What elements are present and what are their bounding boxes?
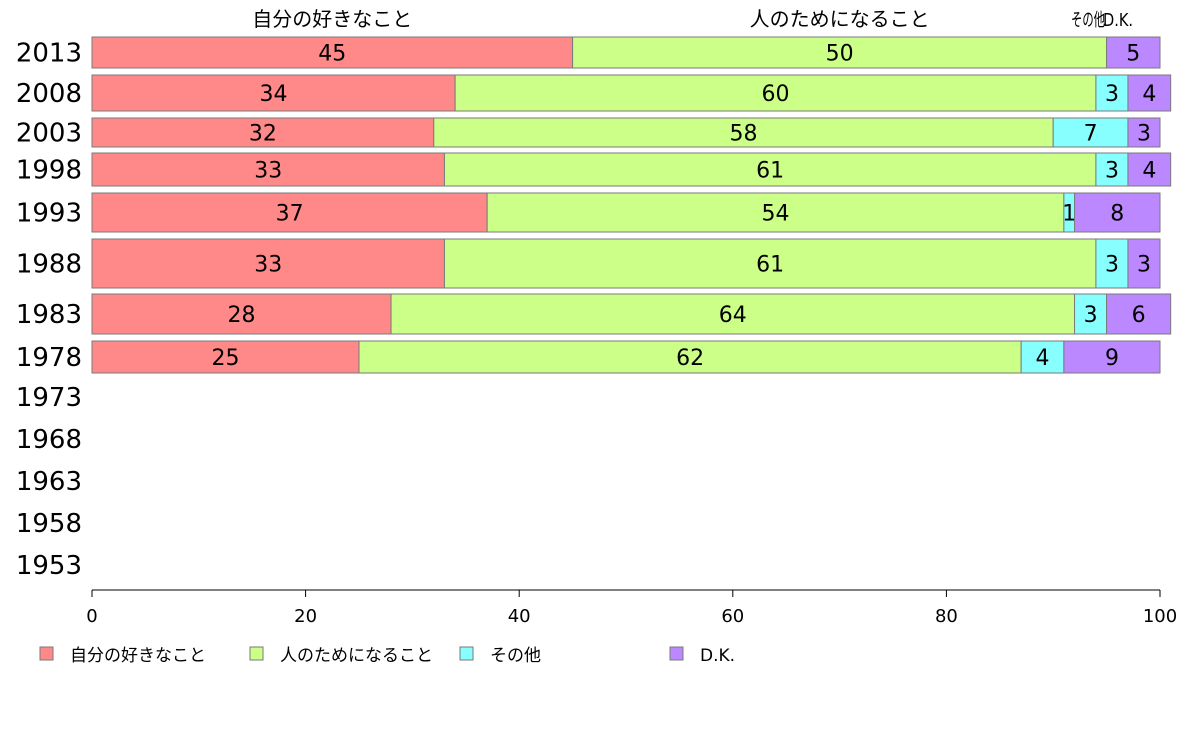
bar-1993-series-1: [486, 192, 1065, 233]
data-label-2008-series-1: 60: [762, 82, 790, 107]
top-series-label-2: その他: [1071, 10, 1105, 31]
bar-2013-series-3: [1106, 36, 1161, 69]
legend-swatch-0: [39, 646, 54, 661]
data-label-1993-series-1: 54: [762, 202, 790, 227]
bar-2003-series-3: [1127, 117, 1161, 148]
bar-1998-series-0: [91, 152, 445, 187]
category-label-1953: 1953: [16, 551, 82, 581]
legend-label-0: 自分の好きなこと: [70, 646, 206, 666]
data-label-2008-series-3: 4: [1142, 82, 1156, 107]
x-tick-label-80: 80: [935, 606, 958, 627]
bar-2013-series-0: [91, 36, 574, 69]
data-label-1988-series-3: 3: [1137, 253, 1151, 278]
data-label-2003-series-0: 32: [249, 122, 277, 147]
bar-2008-series-2: [1095, 74, 1129, 112]
x-tick-label-40: 40: [508, 606, 531, 627]
data-label-1988-series-2: 3: [1105, 253, 1119, 278]
data-label-2003-series-2: 7: [1084, 122, 1098, 147]
data-label-1983-series-3: 6: [1132, 303, 1146, 328]
data-label-1998-series-0: 33: [254, 159, 282, 184]
bar-2008-series-0: [91, 74, 456, 112]
bar-1993-series-3: [1074, 192, 1161, 233]
bar-1983-series-1: [390, 293, 1076, 335]
legend-swatch-1: [249, 646, 264, 661]
data-label-2013-series-3: 5: [1126, 42, 1140, 67]
category-label-1998: 1998: [16, 156, 82, 186]
bar-1998-series-3: [1127, 152, 1172, 187]
data-label-1978-series-3: 9: [1105, 346, 1119, 371]
bar-1998-series-2: [1095, 152, 1129, 187]
data-label-1983-series-2: 3: [1084, 303, 1098, 328]
bar-1988-series-0: [91, 238, 445, 289]
data-label-2003-series-1: 58: [729, 122, 757, 147]
x-tick-label-0: 0: [86, 606, 97, 627]
legend-label-3: D.K.: [700, 646, 735, 666]
bar-2013-series-1: [572, 36, 1108, 69]
data-label-1993-series-2: 1: [1062, 202, 1076, 227]
legend-label-1: 人のためになること: [280, 646, 433, 666]
top-series-label-3: D.K.: [1103, 10, 1133, 31]
bar-1988-series-1: [443, 238, 1097, 289]
bar-1993-series-0: [91, 192, 488, 233]
x-tick-label-60: 60: [721, 606, 744, 627]
data-label-2008-series-2: 3: [1105, 82, 1119, 107]
category-label-1993: 1993: [16, 199, 82, 229]
data-label-1998-series-2: 3: [1105, 159, 1119, 184]
x-tick-label-20: 20: [294, 606, 317, 627]
data-label-2003-series-3: 3: [1137, 122, 1151, 147]
data-label-1988-series-0: 33: [254, 253, 282, 278]
bar-1978-series-2: [1020, 340, 1065, 374]
category-label-2003: 2003: [16, 119, 82, 149]
data-label-1983-series-1: 64: [719, 303, 747, 328]
category-label-2013: 2013: [16, 39, 82, 69]
bar-1978-series-3: [1063, 340, 1161, 374]
data-label-1978-series-1: 62: [676, 346, 704, 371]
data-label-2013-series-1: 50: [826, 42, 854, 67]
bar-2008-series-3: [1127, 74, 1172, 112]
category-label-1963: 1963: [16, 467, 82, 497]
data-label-2008-series-0: 34: [260, 82, 288, 107]
x-tick-label-100: 100: [1143, 606, 1177, 627]
category-label-2008: 2008: [16, 79, 82, 109]
bar-2003-series-2: [1052, 117, 1129, 148]
data-label-1993-series-0: 37: [276, 202, 304, 227]
category-label-1983: 1983: [16, 300, 82, 330]
top-series-label-0: 自分の好きなこと: [252, 7, 412, 31]
category-label-1978: 1978: [16, 343, 82, 373]
data-label-1998-series-3: 4: [1142, 159, 1156, 184]
bar-2008-series-1: [454, 74, 1097, 112]
data-label-1993-series-3: 8: [1110, 202, 1124, 227]
category-label-1973: 1973: [16, 383, 82, 413]
bar-1983-series-3: [1106, 293, 1172, 335]
legend-swatch-3: [669, 646, 684, 661]
data-label-1998-series-1: 61: [756, 159, 784, 184]
bar-2003-series-0: [91, 117, 435, 148]
category-label-1968: 1968: [16, 425, 82, 455]
data-label-1983-series-0: 28: [228, 303, 256, 328]
legend-label-2: その他: [490, 646, 541, 666]
category-label-1988: 1988: [16, 250, 82, 280]
bar-1978-series-1: [358, 340, 1022, 374]
legend-swatch-2: [459, 646, 474, 661]
data-label-1978-series-2: 4: [1036, 346, 1050, 371]
bar-2003-series-1: [433, 117, 1054, 148]
data-label-2013-series-0: 45: [318, 42, 346, 67]
data-label-1988-series-1: 61: [756, 253, 784, 278]
top-series-label-1: 人のためになること: [750, 7, 930, 31]
data-label-1978-series-0: 25: [212, 346, 240, 371]
bar-1998-series-1: [443, 152, 1097, 187]
bar-1988-series-3: [1127, 238, 1161, 289]
bar-1983-series-0: [91, 293, 392, 335]
category-label-1958: 1958: [16, 509, 82, 539]
